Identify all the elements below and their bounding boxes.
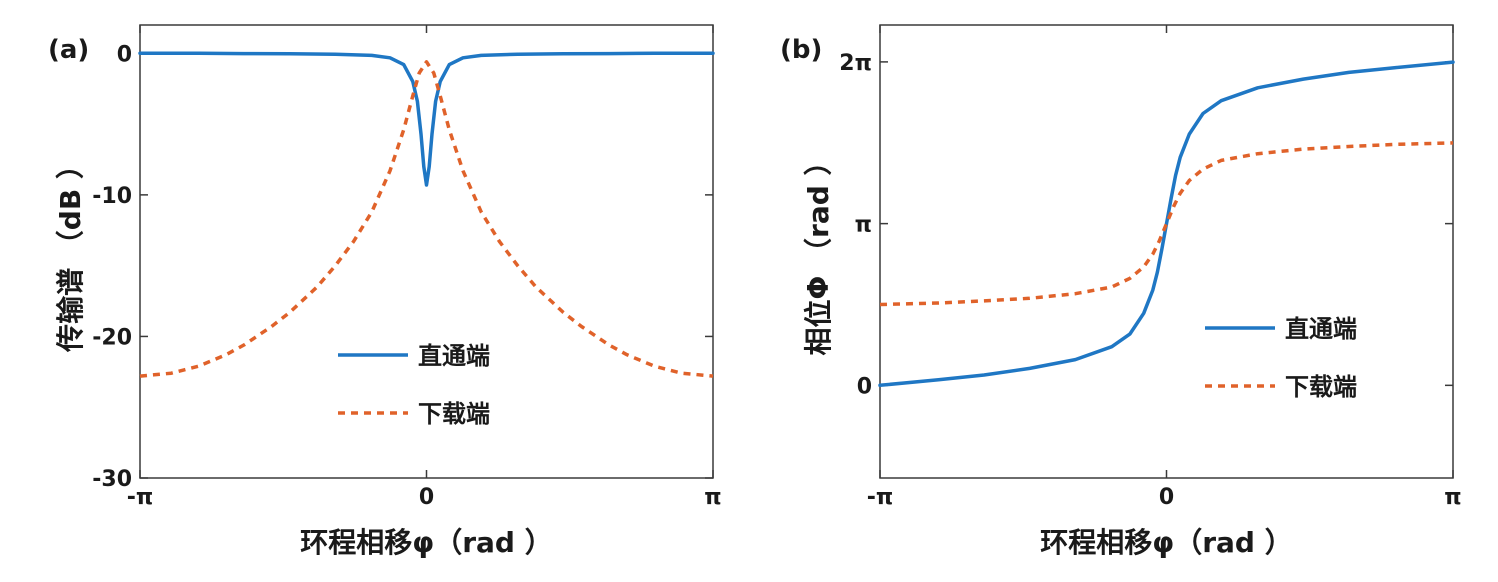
panel-b-legend-label-drop-port: 下载端: [1285, 373, 1357, 401]
panel-a-x-axis-label: 环程相移φ（rad ）: [300, 526, 552, 559]
panel-a-y-axis-label: 传输谱 （dB ）: [54, 151, 87, 353]
panel-b-legend-label-through-port: 直通端: [1285, 315, 1357, 343]
panel-b-ytick-label-item-1: π: [855, 213, 872, 238]
panel-a-legend-label-through-port: 直通端: [418, 342, 490, 370]
panel-b-series-line-drop-port: [879, 141, 1454, 307]
panel-b-x-axis-label: 环程相移φ（rad ）: [1040, 526, 1292, 559]
panel-a-legend-label-drop-port: 下载端: [418, 400, 490, 428]
panel-a-ytick-label-20: -20: [92, 325, 132, 350]
panel-b-panel-label: (b): [780, 35, 822, 65]
panel-a-ytick-label-30: -30: [92, 467, 132, 492]
panel-a-ytick-label-0: 0: [117, 42, 132, 67]
panel-b-xtick-label-item-2: π: [1444, 485, 1461, 510]
panel-a-series-line-through-port: [138, 51, 715, 187]
panel-a-series-line-drop-port: [139, 60, 714, 378]
panel-a-xtick-label-item-0: -π: [127, 485, 154, 510]
panel-b-xtick-label-item-0: -π: [867, 485, 894, 510]
panel-a-ytick-label-10: -10: [92, 184, 132, 209]
panel-a-panel-label: (a): [48, 35, 89, 65]
panel-a-xtick-label-item-2: π: [704, 485, 721, 510]
panel-a-xtick-label-0: 0: [419, 485, 434, 510]
panel-b-ytick-label-0: 0: [857, 374, 872, 399]
panel-b-plot-frame: [879, 24, 1454, 479]
panel-b-ytick-label-2: 2π: [839, 51, 872, 76]
panel-b-xtick-label-0: 0: [1159, 485, 1174, 510]
panel-b-series-line-through-port: [878, 60, 1455, 388]
panel-b-y-axis-label: 相位Φ （rad ）: [802, 147, 835, 355]
